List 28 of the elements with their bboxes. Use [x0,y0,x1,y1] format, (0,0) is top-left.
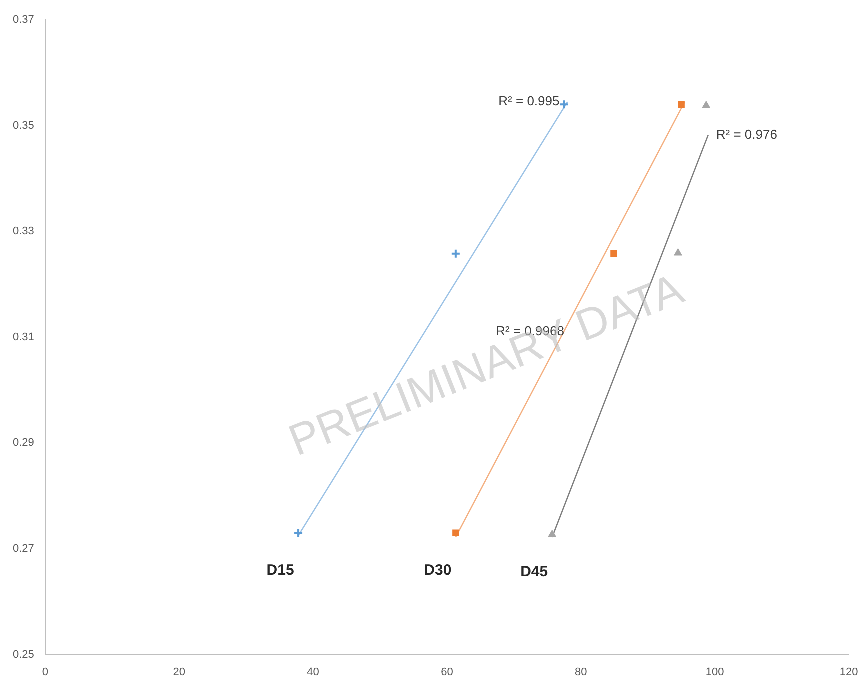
annotation: R² = 0.976 [716,126,778,142]
x-tick-label: 40 [307,666,320,678]
y-tick-label: 0.29 [12,437,34,450]
point [450,248,461,259]
x-tick-label: 100 [706,666,724,678]
y-tick-label: 0.37 [12,14,34,26]
x-tick-label: 60 [441,666,454,678]
annotation: R² = 0.995 [498,94,560,109]
point [674,248,682,256]
x-tick-label: 120 [840,666,858,678]
point [610,250,618,258]
y-tick-label: 0.33 [12,226,34,238]
point [452,530,460,536]
x-tick-label: 20 [173,666,186,678]
series-label: D15 [266,562,294,579]
y-tick-label: 0.25 [12,648,34,661]
x-tick-label: 80 [575,666,588,678]
y-tick-label: 0.31 [12,331,34,344]
y-tick-label: 0.27 [12,543,34,556]
point [559,100,570,110]
point [678,101,685,108]
series-label: D45 [520,563,548,580]
x-tick-label: 0 [42,666,48,678]
series-label: D30 [424,562,452,579]
point [702,101,710,108]
point [294,528,304,538]
point [548,530,556,538]
y-tick-label: 0.35 [12,120,34,132]
